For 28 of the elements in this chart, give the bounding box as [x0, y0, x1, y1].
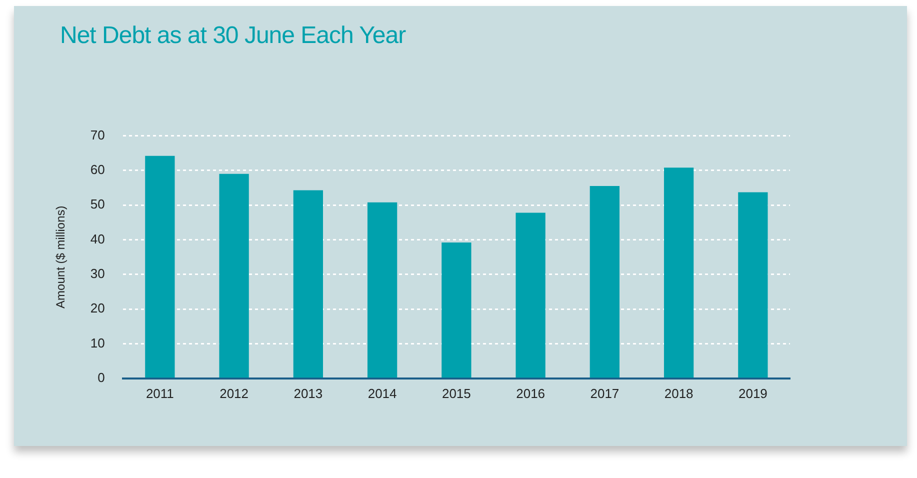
x-tick-label: 2013 — [294, 386, 323, 401]
y-tick-label: 0 — [98, 370, 105, 385]
y-axis-title: Amount ($ millions) — [54, 206, 68, 308]
x-tick-label: 2011 — [146, 386, 174, 401]
x-tick-label: 2016 — [516, 386, 546, 401]
bar — [293, 190, 323, 378]
bar — [516, 212, 546, 378]
x-tick-label: 2015 — [442, 386, 471, 401]
x-tick-label: 2014 — [368, 386, 397, 401]
chart-title: Net Debt as at 30 June Each Year — [60, 22, 406, 50]
bar — [664, 168, 694, 378]
x-tick-label: 2012 — [220, 386, 249, 401]
x-tick-label: 2017 — [590, 386, 620, 401]
y-tick-label: 70 — [90, 127, 105, 142]
bar — [590, 186, 620, 378]
y-tick-label: 20 — [90, 300, 105, 316]
bar — [442, 242, 472, 378]
bar — [219, 174, 249, 378]
x-tick-label: 2018 — [664, 386, 694, 401]
bar — [367, 202, 398, 378]
y-tick-label: 60 — [90, 162, 105, 178]
y-tick-label: 10 — [90, 335, 105, 350]
bar — [738, 192, 768, 378]
y-tick-label: 30 — [90, 266, 105, 282]
y-tick-label: 50 — [90, 196, 105, 212]
x-tick-label: 2019 — [738, 386, 768, 401]
y-tick-label: 40 — [90, 231, 105, 246]
bar — [145, 156, 175, 378]
